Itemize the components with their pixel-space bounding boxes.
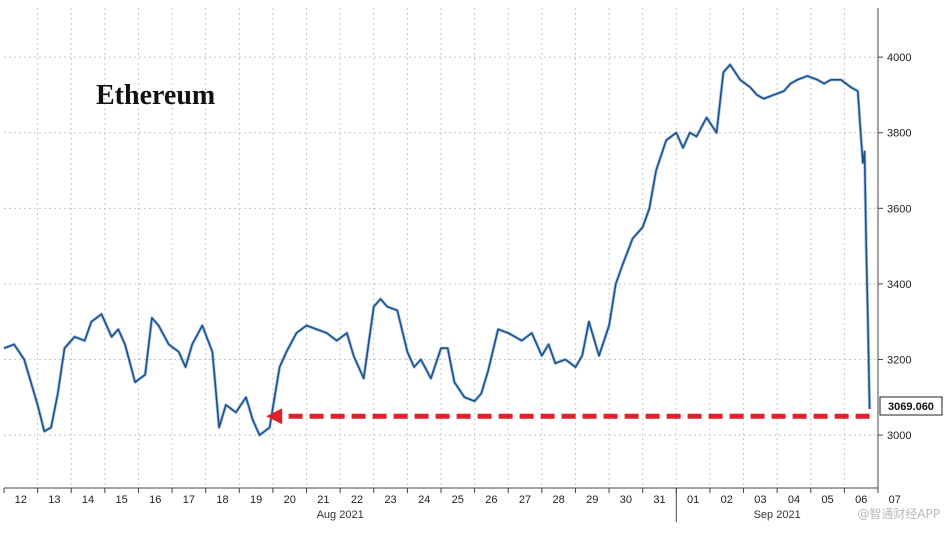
x-tick-label-20: 20 <box>284 494 296 506</box>
price-series <box>3 63 872 437</box>
x-tick-label-12: 12 <box>15 494 27 506</box>
x-tick-label-28: 28 <box>553 494 565 506</box>
x-tick-label-17: 17 <box>183 494 195 506</box>
x-tick-label-13: 13 <box>48 494 60 506</box>
x-tick-label-22: 22 <box>351 494 363 506</box>
last-value-box <box>879 396 943 416</box>
x-tick-label-14: 14 <box>82 494 94 506</box>
x-axis-labels: 12 13 14 15 16 17 18 19 20 21 22 23 24 25 26 27 28 29 30 31… <box>15 494 901 521</box>
x-tick-label-06: 06 <box>855 494 867 506</box>
x-tick-label-31: 31 <box>653 494 665 506</box>
x-tick-label-02: 02 <box>721 494 733 506</box>
x-tick-label-21: 21 <box>317 494 329 506</box>
x-tick-label-30: 30 <box>620 494 632 506</box>
y-tick-label-3400: 3400 <box>887 279 911 291</box>
month-label-aug: Aug 2021 <box>317 509 364 521</box>
x-tick-label-27: 27 <box>519 494 531 506</box>
x-tick-label-07: 07 <box>889 494 901 506</box>
x-tick-label-25: 25 <box>452 494 464 506</box>
x-tick-label-24: 24 <box>418 494 430 506</box>
watermark: @智通财经APP <box>857 506 940 521</box>
x-tick-label-15: 15 <box>116 494 128 506</box>
x-tick-label-19: 19 <box>250 494 262 506</box>
axes <box>3 8 883 522</box>
y-tick-label-3600: 3600 <box>887 203 911 215</box>
x-tick-label-26: 26 <box>485 494 497 506</box>
month-label-sep: Sep 2021 <box>754 509 801 521</box>
grid-lines <box>4 8 879 488</box>
x-tick-label-03: 03 <box>754 494 766 506</box>
y-tick-label-3000: 3000 <box>887 430 911 442</box>
last-value-tag: 3069.060 <box>879 396 943 416</box>
y-axis-labels: 3000 3200 3400 3600 3800 4000 <box>887 52 911 442</box>
y-tick-label-4000: 4000 <box>887 52 911 64</box>
last-value-label: 3069.060 <box>888 401 934 413</box>
y-tick-label-3800: 3800 <box>887 128 911 140</box>
red-dashed-arrow <box>266 408 870 425</box>
series-line <box>3 63 871 436</box>
chart-title: Ethereum <box>96 80 215 111</box>
x-tick-label-16: 16 <box>149 494 161 506</box>
x-tick-label-18: 18 <box>216 494 228 506</box>
arrow-head <box>266 408 283 425</box>
x-tick-label-05: 05 <box>821 494 833 506</box>
x-tick-label-04: 04 <box>788 494 800 506</box>
x-tick-label-23: 23 <box>384 494 396 506</box>
y-tick-label-3200: 3200 <box>887 354 911 366</box>
x-tick-label-01: 01 <box>687 494 699 506</box>
x-tick-label-29: 29 <box>586 494 598 506</box>
